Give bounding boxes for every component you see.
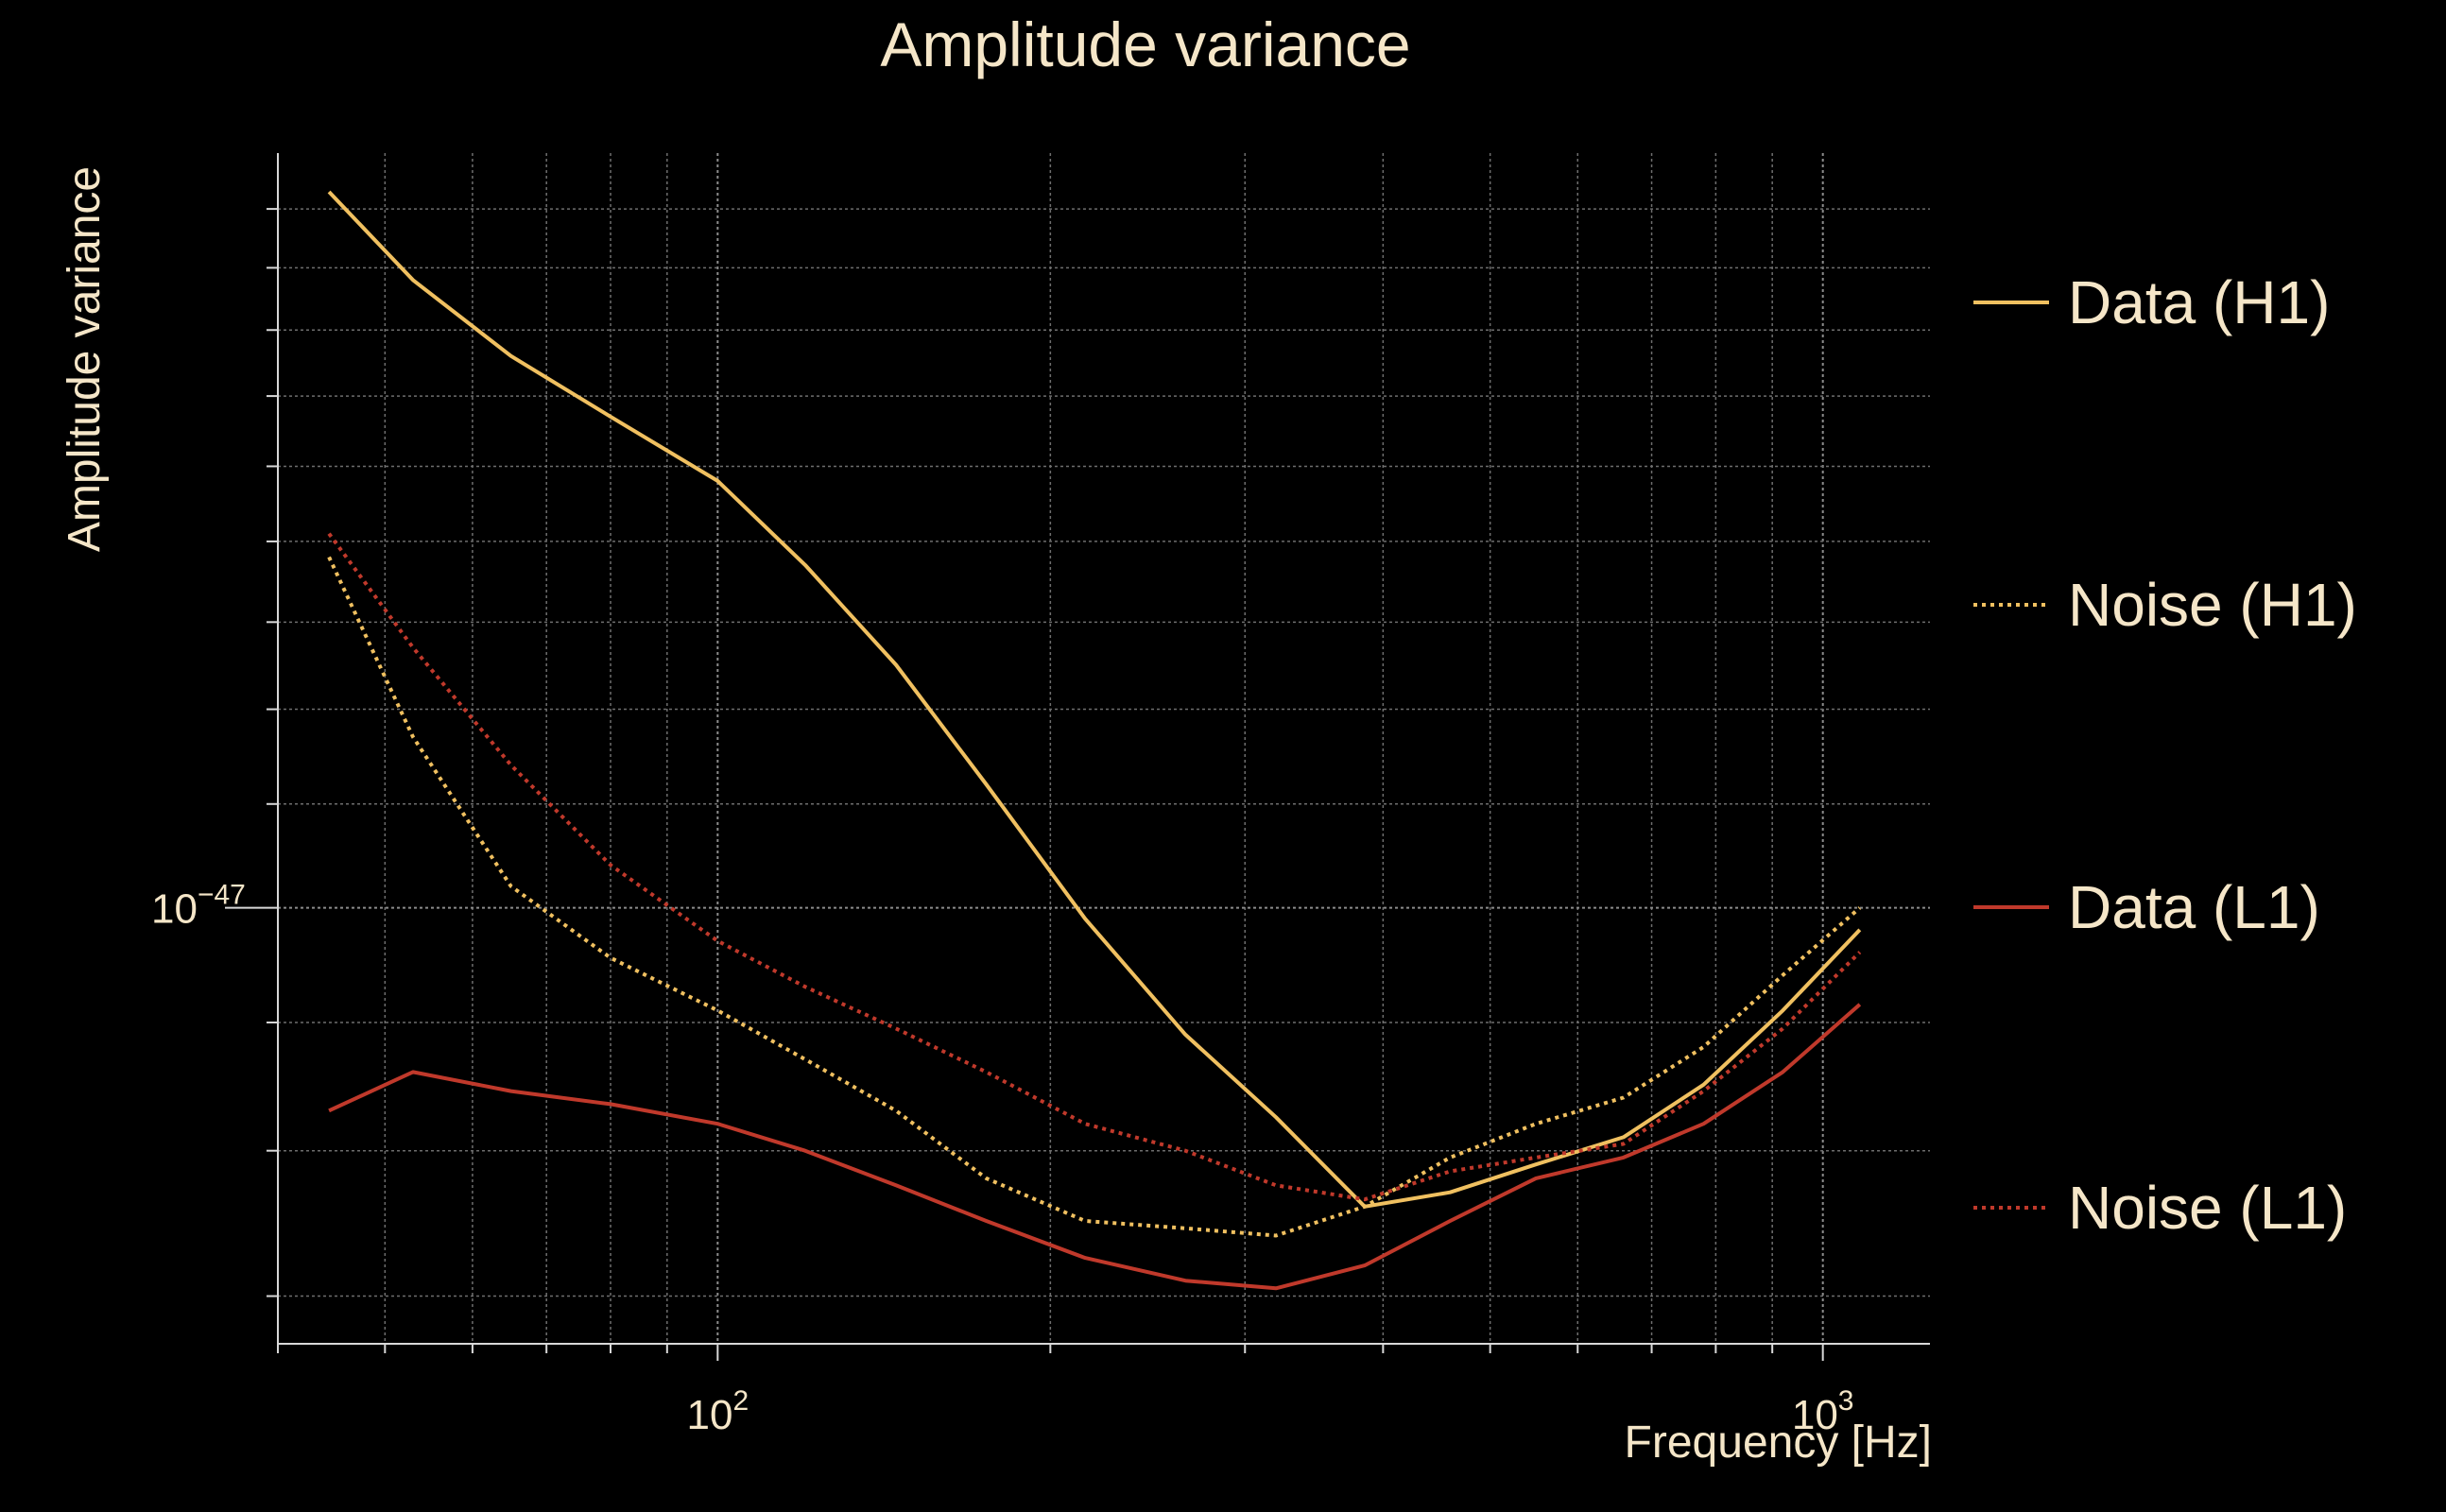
legend-label: Noise (H1) bbox=[2068, 571, 2357, 639]
series-lines bbox=[327, 190, 1862, 1291]
legend-label: Data (L1) bbox=[2068, 873, 2320, 941]
series-line-data-h1 bbox=[327, 190, 1862, 1209]
axes: 102 103 10−47 bbox=[151, 153, 1930, 1438]
series-line-noise-h1 bbox=[327, 556, 1862, 1238]
chart-title: Amplitude variance bbox=[880, 9, 1410, 79]
y-tick-label: 10−47 bbox=[151, 880, 246, 933]
series-line-data-l1 bbox=[328, 1003, 1862, 1291]
series-line-noise-l1 bbox=[327, 532, 1862, 1202]
legend-label: Noise (L1) bbox=[2068, 1174, 2347, 1242]
legend-label: Data (H1) bbox=[2068, 268, 2330, 336]
x-tick-label: 103 bbox=[1792, 1385, 1854, 1438]
grid-lines bbox=[277, 153, 1930, 1344]
legend: Data (H1) Noise (H1) Data (L1) Noise (L1) bbox=[1973, 268, 2357, 1242]
y-axis-label: Amplitude variance bbox=[60, 166, 110, 552]
x-tick-label: 102 bbox=[687, 1385, 749, 1438]
x-axis-label: Frequency [Hz] bbox=[1625, 1418, 1932, 1468]
